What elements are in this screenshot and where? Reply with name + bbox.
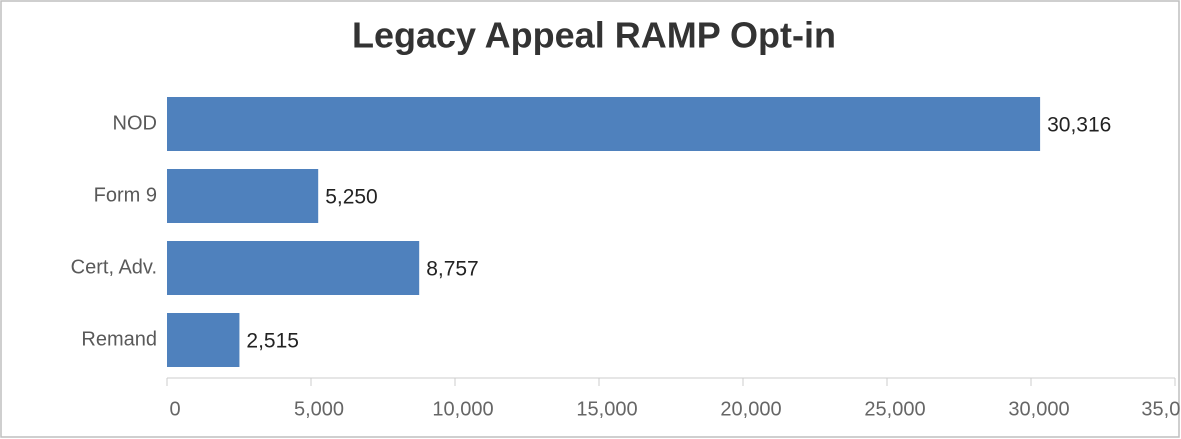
bar [167,97,1041,151]
value-label: 5,250 [325,186,378,209]
chart-title: Legacy Appeal RAMP Opt-in [352,15,836,56]
bar [167,313,240,367]
x-tick-label: 10,000 [432,398,493,420]
x-tick-label: 15,000 [576,398,637,420]
x-tick-label: 25,000 [864,398,925,420]
y-tick-label: Cert, Adv. [71,256,157,278]
value-label: 30,316 [1047,114,1111,137]
bar [167,169,319,223]
x-tick-label: 30,000 [1008,398,1069,420]
x-tick-label: 0 [169,398,180,420]
y-tick-label: Remand [81,328,157,350]
x-tick-label: 20,000 [720,398,781,420]
x-tick-label: 5,000 [294,398,344,420]
y-tick-label: Form 9 [94,184,157,206]
bar [167,241,420,295]
value-label: 2,515 [246,330,299,353]
y-tick-label: NOD [113,112,157,134]
x-tick-label: 35,000 [1141,398,1181,420]
value-label: 8,757 [426,258,479,281]
